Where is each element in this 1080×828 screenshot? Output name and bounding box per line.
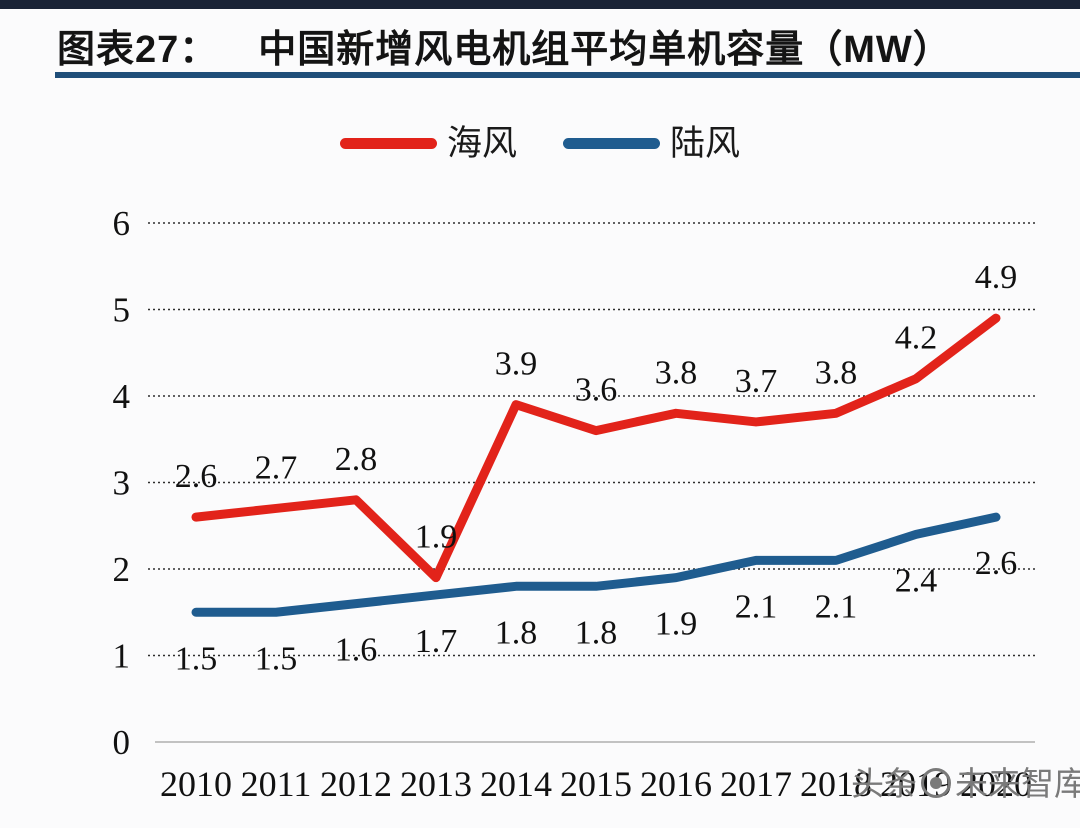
x-tick-label: 2020 [960,764,1032,804]
data-label-陆风-2020: 2.6 [975,545,1018,582]
x-tick-label: 2017 [720,764,792,804]
data-label-陆风-2017: 2.1 [735,588,778,625]
figure-header: 图表27： 中国新增风电机组平均单机容量（MW） [57,18,1067,73]
top-border-bar [0,0,1080,9]
data-label-海风-2017: 3.7 [735,363,778,400]
legend-item-onshore: 陆风 [563,126,740,161]
y-tick-label: 3 [113,464,131,503]
data-label-海风-2012: 2.8 [335,441,378,478]
onshore-series-swatch [563,138,660,149]
watermark: 头条 未来智库 [851,757,1080,809]
legend-label-offshore: 海风 [446,124,517,163]
x-tick-label: 2014 [480,764,552,804]
offshore-series-line [191,313,1001,583]
x-tick-label: 2011 [241,764,312,804]
data-label-陆风-2010: 1.5 [175,640,218,677]
watermark-text-left: 头条 [851,764,917,802]
page-title: 中国新增风电机组平均单机容量（MW） [258,29,952,71]
watermark-text-right: 未来智库 [955,764,1080,802]
x-tick-label: 2016 [640,764,712,804]
data-label-陆风-2016: 1.9 [655,606,698,643]
data-label-陆风-2013: 1.7 [415,623,458,660]
x-tick-label: 2012 [320,764,392,804]
x-tick-label: 2018 [800,764,872,804]
data-label-陆风-2019: 2.4 [895,562,938,599]
y-tick-label: 4 [113,377,131,416]
legend-item-offshore: 海风 [339,124,517,163]
chart-legend: 海风 陆风 [0,126,1080,161]
y-tick-label: 5 [113,291,131,330]
y-tick-label: 6 [113,204,131,243]
data-label-陆风-2012: 1.6 [335,632,378,669]
title-divider-rule [55,72,1080,78]
y-tick-label: 2 [113,550,131,589]
data-label-陆风-2011: 1.5 [255,640,298,677]
x-tick-label: 2010 [160,764,232,804]
data-label-海风-2010: 2.6 [175,458,218,495]
offshore-series-swatch [339,138,437,149]
watermark-logo-icon [921,768,951,798]
data-label-海风-2016: 3.8 [655,354,698,391]
x-tick-label: 2015 [560,764,632,804]
data-label-海风-2013: 1.9 [415,519,458,556]
legend-label-onshore: 陆风 [670,124,741,163]
x-tick-label: 2013 [400,764,472,804]
y-tick-label: 1 [113,637,131,676]
onshore-series-line [191,512,1001,617]
data-label-陆风-2015: 1.8 [575,614,618,651]
data-label-海风-2015: 3.6 [575,372,618,409]
data-label-海风-2014: 3.9 [495,346,538,383]
data-label-陆风-2014: 1.8 [495,614,538,651]
data-label-海风-2019: 4.2 [895,320,938,357]
data-label-海风-2011: 2.7 [255,449,298,486]
data-label-海风-2018: 3.8 [815,354,858,391]
data-label-陆风-2018: 2.1 [815,588,858,625]
y-tick-label: 0 [113,723,131,762]
data-label-海风-2020: 4.9 [975,259,1018,296]
figure-number-label: 图表27： [57,29,219,71]
